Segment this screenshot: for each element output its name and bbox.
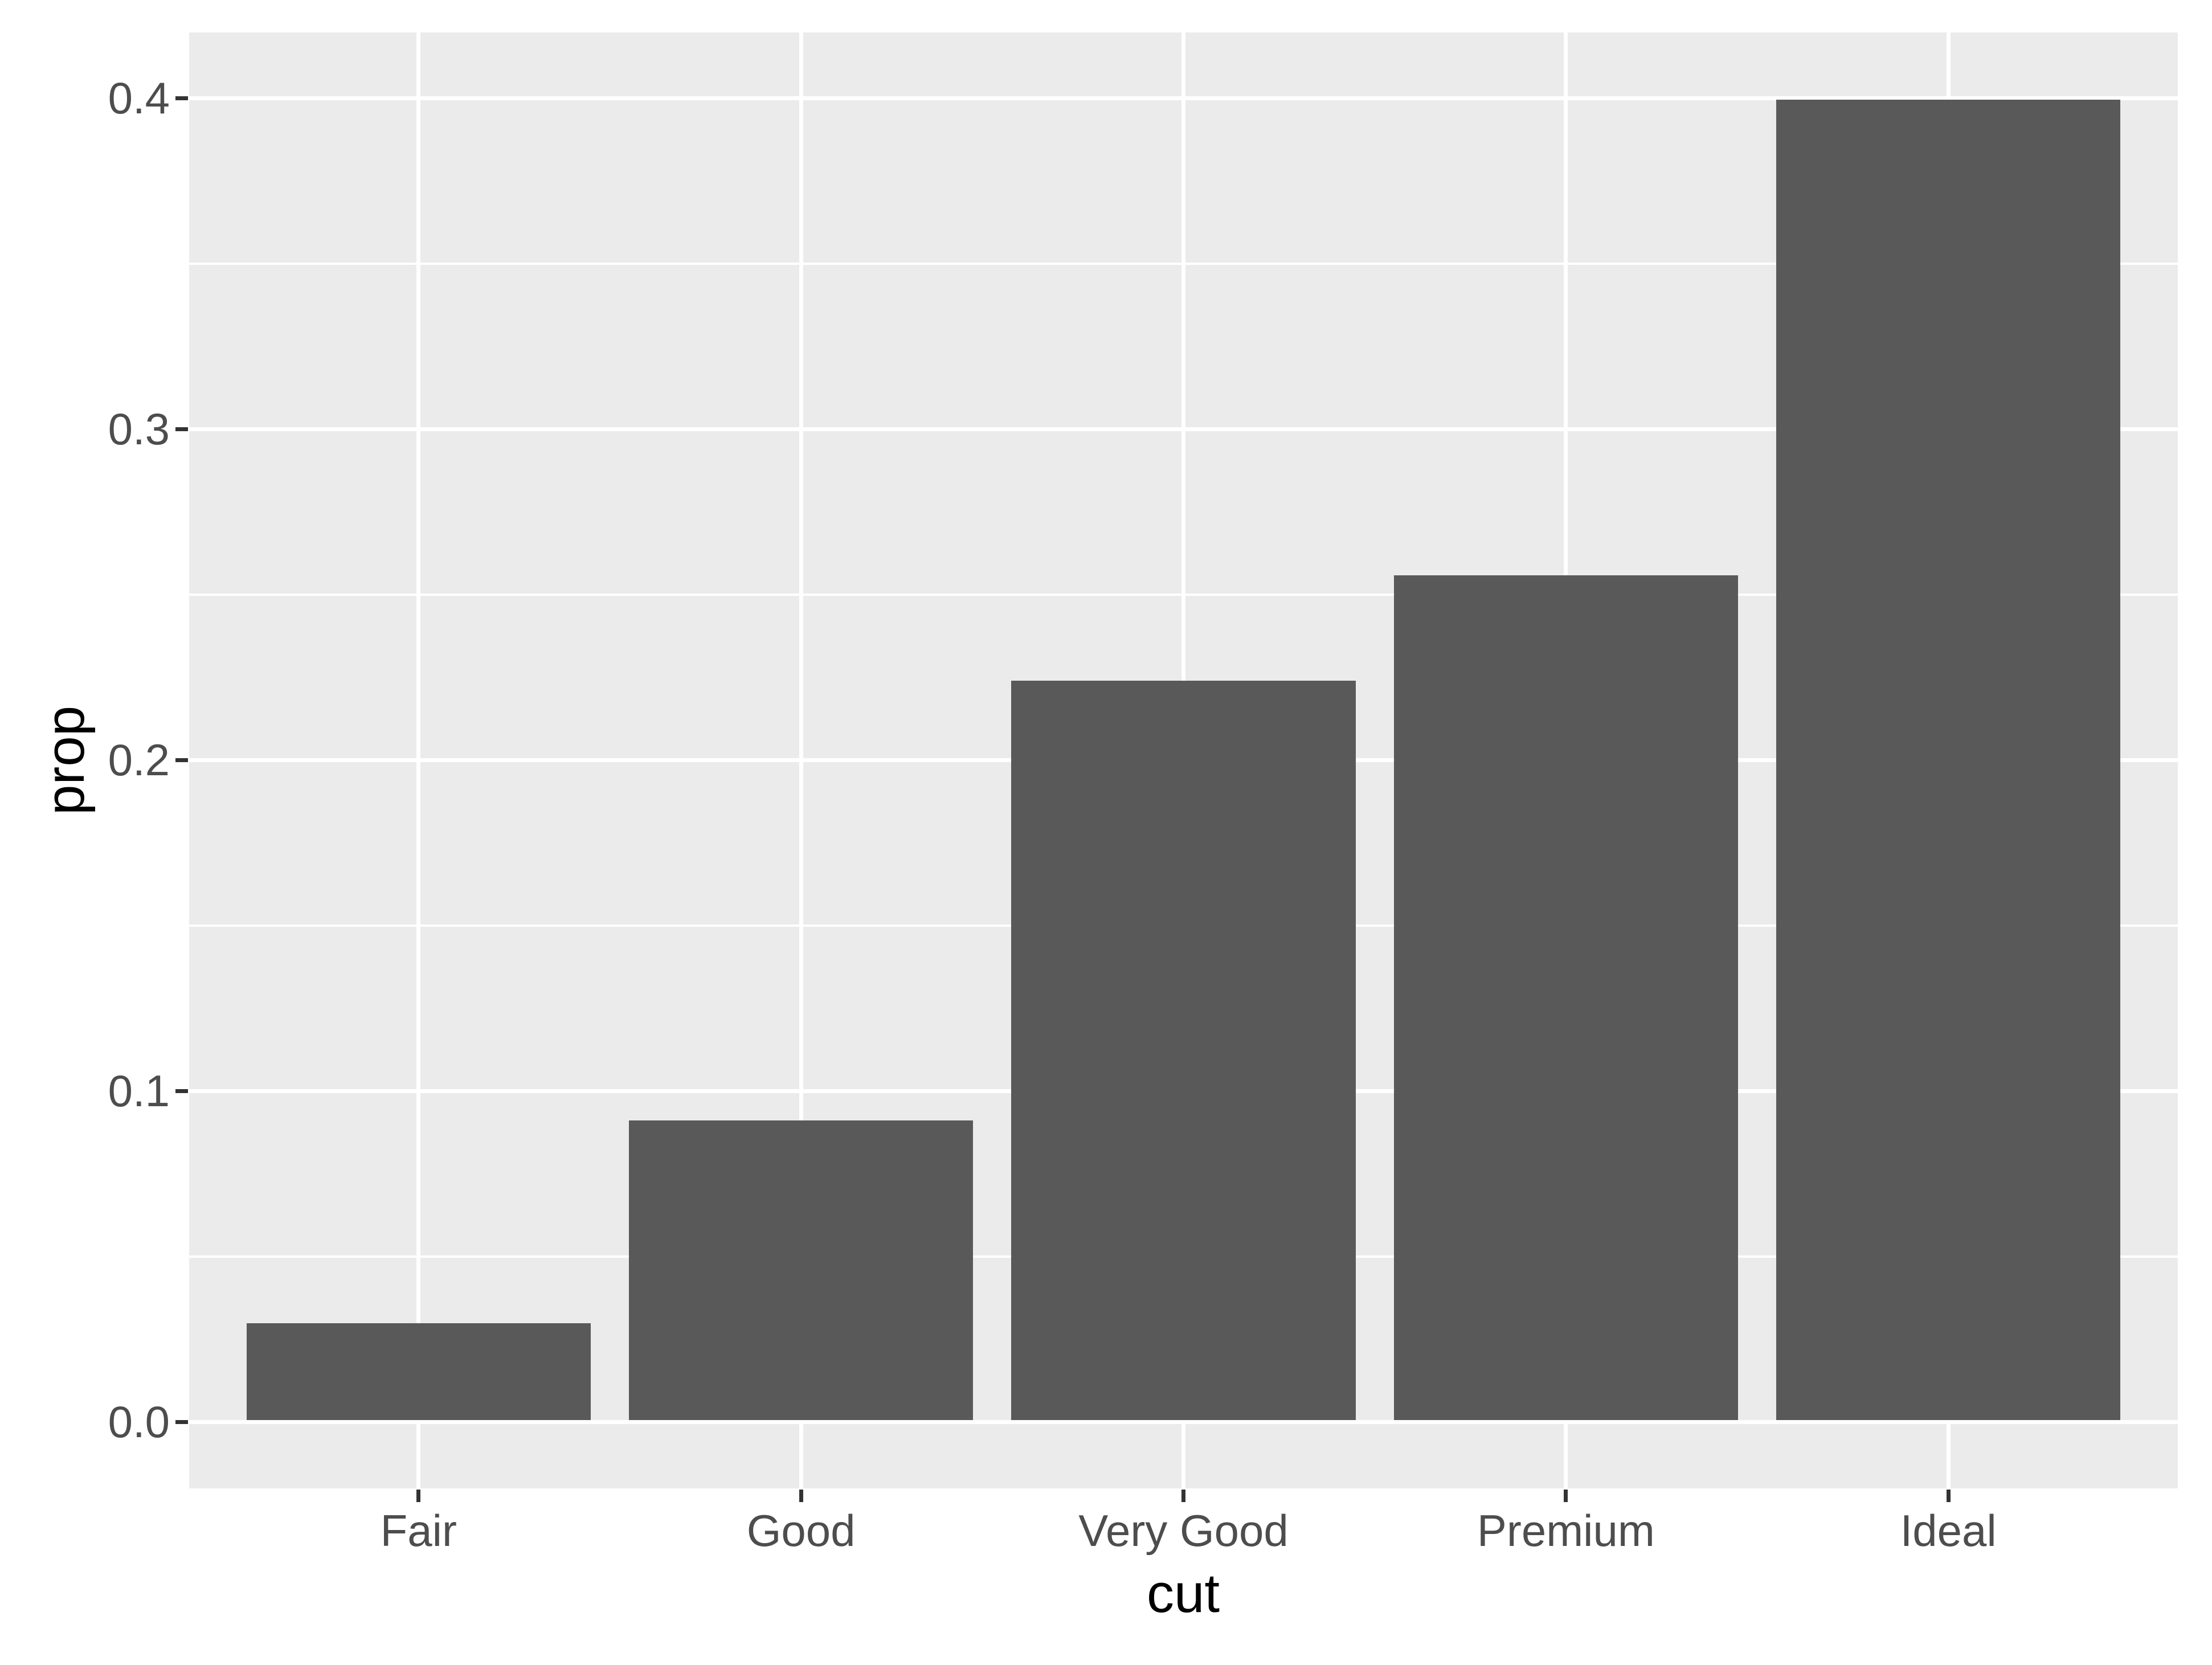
y-tick [175,427,188,431]
x-tick-label: Premium [1477,1506,1655,1556]
x-tick [1946,1490,1951,1502]
bar-ideal [1776,99,2121,1420]
y-tick [175,758,188,762]
v-gridline [416,32,421,1488]
x-tick [416,1490,421,1502]
x-axis-title: cut [1146,1563,1220,1624]
bar-very-good [1011,680,1356,1420]
bar-premium [1393,575,1738,1420]
y-tick [175,1089,188,1093]
x-tick [1564,1490,1568,1502]
x-tick-label: Very Good [1078,1506,1289,1556]
y-tick [175,1419,188,1424]
x-tick-label: Ideal [1900,1506,1997,1556]
x-tick-label: Fair [380,1506,457,1556]
bar-good [629,1120,974,1420]
y-tick-label: 0.4 [108,73,170,123]
x-tick [1181,1490,1185,1502]
x-tick-label: Good [746,1506,856,1556]
y-tick-label: 0.3 [108,404,170,454]
v-gridline [799,32,803,1488]
y-tick [175,96,188,100]
x-tick [799,1490,803,1502]
y-tick-label: 0.2 [108,735,170,785]
y-tick-label: 0.0 [108,1397,170,1447]
bar-fair [246,1323,591,1420]
y-tick-label: 0.1 [108,1066,170,1116]
